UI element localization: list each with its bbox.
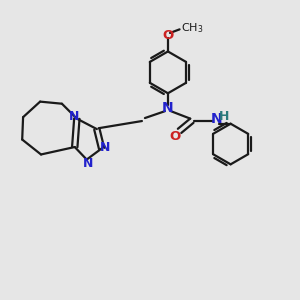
Text: N: N [211,112,222,126]
Text: N: N [99,140,110,154]
Text: N: N [162,101,174,115]
Text: O: O [169,130,180,143]
Text: CH$_3$: CH$_3$ [182,22,204,35]
Text: N: N [69,110,80,123]
Text: N: N [83,157,93,169]
Text: O: O [162,28,173,41]
Text: H: H [219,110,230,123]
